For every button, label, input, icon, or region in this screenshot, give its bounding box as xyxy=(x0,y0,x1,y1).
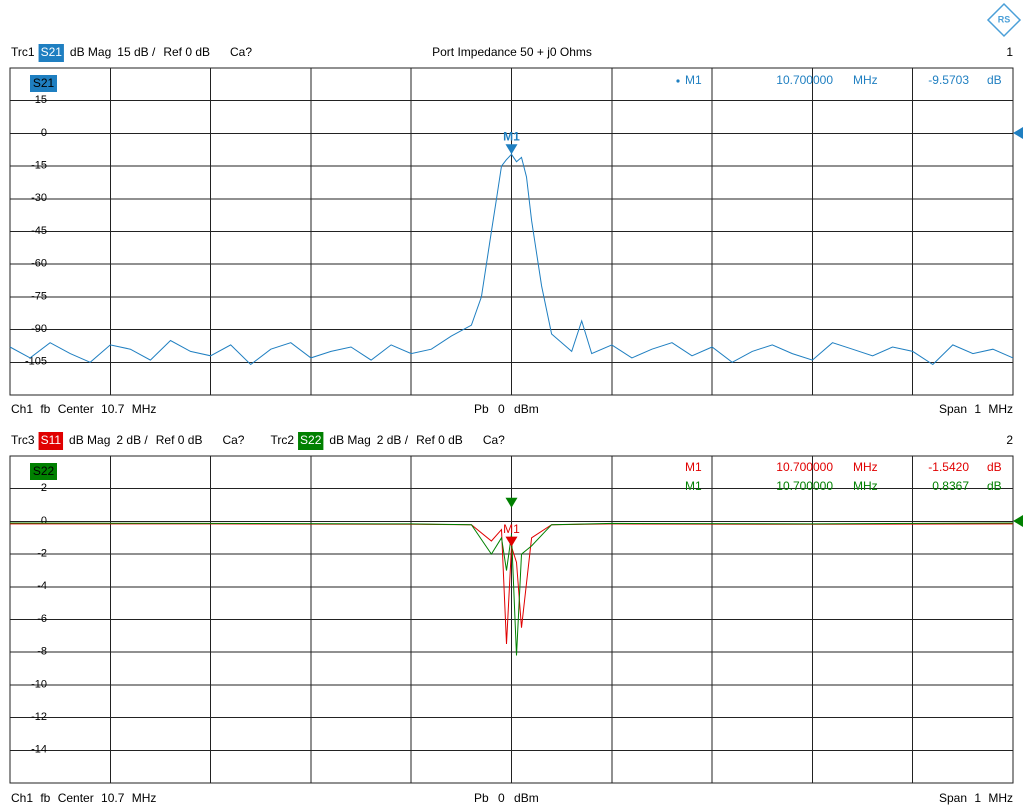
trace-format: dB Mag xyxy=(70,45,111,59)
marker xyxy=(505,536,518,547)
trace-ref: Ref 0 dB xyxy=(163,45,210,59)
marker xyxy=(505,144,518,155)
footer-right: Span 1 MHz xyxy=(939,791,1013,805)
param-box xyxy=(38,432,64,450)
y-tick-label: 0 xyxy=(41,515,47,527)
marker-x: 10.700000 xyxy=(776,73,833,87)
y-tick-label: -90 xyxy=(31,323,47,335)
footer-left: Ch1 fb Center 10.7 MHz xyxy=(11,791,156,805)
svg-text:RS: RS xyxy=(998,14,1011,24)
y-tick-label: 2 xyxy=(41,482,47,494)
marker-name: M1 xyxy=(685,460,702,474)
marker-y-unit: dB xyxy=(987,479,1002,493)
marker-name: M1 xyxy=(685,73,702,87)
marker-y: -1.5420 xyxy=(928,460,969,474)
trace-param: S22 xyxy=(300,433,322,447)
marker-y-unit: dB xyxy=(987,460,1002,474)
trace-label: S21 xyxy=(33,76,55,90)
trace-name: Trc1 xyxy=(11,45,35,59)
marker-y-unit: dB xyxy=(987,73,1002,87)
marker-x-unit: MHz xyxy=(853,479,878,493)
y-tick-label: -6 xyxy=(37,613,47,625)
trace-param: S21 xyxy=(41,45,63,59)
trace-ref: Ref 0 dB xyxy=(156,433,203,447)
marker-name: M1 xyxy=(503,129,520,143)
trace-scale: 15 dB / xyxy=(117,45,156,59)
footer-center: Pb 0 dBm xyxy=(474,402,539,416)
y-tick-label: -45 xyxy=(31,225,47,237)
window-number: 2 xyxy=(1006,433,1013,447)
y-tick-label: -60 xyxy=(31,258,47,270)
trace-cal: Ca? xyxy=(222,433,244,447)
marker-x-unit: MHz xyxy=(853,460,878,474)
chart-title: Port Impedance 50 + j0 Ohms xyxy=(432,45,592,59)
y-tick-label: -8 xyxy=(37,646,47,658)
trace-ref: Ref 0 dB xyxy=(416,433,463,447)
logo: RS xyxy=(986,2,1022,38)
y-tick-label: -10 xyxy=(31,678,47,690)
y-tick-label: 15 xyxy=(35,94,47,106)
trace-scale: 2 dB / xyxy=(116,433,148,447)
trace-scale: 2 dB / xyxy=(377,433,409,447)
marker-x: 10.700000 xyxy=(776,460,833,474)
y-tick-label: -105 xyxy=(25,356,47,368)
y-tick-label: 0 xyxy=(41,127,47,139)
window-number: 1 xyxy=(1006,45,1013,59)
y-tick-label: -14 xyxy=(31,744,47,756)
marker-x-unit: MHz xyxy=(853,73,878,87)
trace-name: Trc3 xyxy=(11,433,35,447)
y-tick-label: -4 xyxy=(37,580,47,592)
marker-y: 0.8367 xyxy=(932,479,969,493)
trace-label-box xyxy=(30,75,57,92)
trace-format: dB Mag xyxy=(329,433,370,447)
trace-cal: Ca? xyxy=(483,433,505,447)
trace-label-box xyxy=(30,463,57,480)
trace-name: Trc2 xyxy=(270,433,294,447)
marker-name: M1 xyxy=(503,522,520,536)
trace-cal: Ca? xyxy=(230,45,252,59)
marker xyxy=(505,497,518,508)
trace-param: S11 xyxy=(41,433,62,447)
ref-arrow xyxy=(1013,515,1023,527)
trace-label: S22 xyxy=(33,464,55,478)
param-box xyxy=(38,44,64,62)
y-tick-label: -30 xyxy=(31,192,47,204)
marker-x: 10.700000 xyxy=(776,479,833,493)
y-tick-label: -15 xyxy=(31,160,47,172)
y-tick-label: -75 xyxy=(31,290,47,302)
ref-arrow xyxy=(1013,127,1023,139)
trace xyxy=(9,522,1014,656)
trace xyxy=(9,153,1014,366)
marker-bullet xyxy=(676,79,680,83)
y-tick-label: -12 xyxy=(31,711,47,723)
footer-center: Pb 0 dBm xyxy=(474,791,539,805)
footer-right: Span 1 MHz xyxy=(939,402,1013,416)
param-box xyxy=(298,432,324,450)
marker-name: M1 xyxy=(685,479,702,493)
trace-format: dB Mag xyxy=(69,433,110,447)
y-tick-label: -2 xyxy=(37,548,47,560)
marker-y: -9.5703 xyxy=(928,73,969,87)
footer-left: Ch1 fb Center 10.7 MHz xyxy=(11,402,156,416)
